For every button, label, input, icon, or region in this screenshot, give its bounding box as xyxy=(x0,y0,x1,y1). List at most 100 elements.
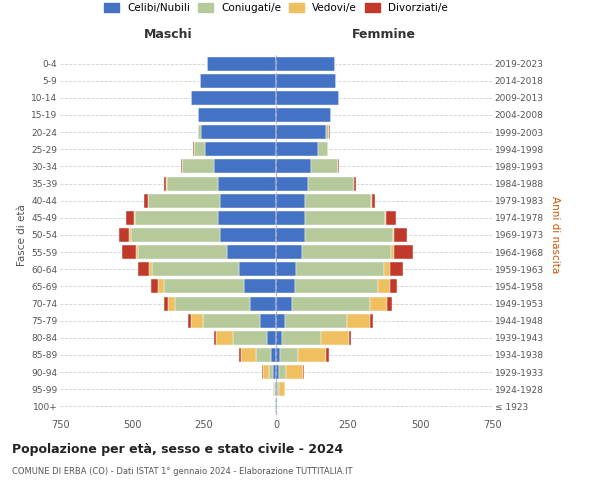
Bar xyxy=(275,382,276,396)
Bar xyxy=(122,245,136,259)
Bar xyxy=(167,176,218,190)
Text: Femmine: Femmine xyxy=(352,28,416,42)
Bar xyxy=(276,245,302,259)
Bar xyxy=(370,314,373,328)
Bar xyxy=(135,211,218,225)
Bar xyxy=(302,245,391,259)
Y-axis label: Fasce di età: Fasce di età xyxy=(17,204,27,266)
Bar xyxy=(194,142,205,156)
Bar xyxy=(200,74,276,88)
Bar xyxy=(318,142,328,156)
Bar xyxy=(241,348,256,362)
Bar xyxy=(182,160,214,173)
Bar xyxy=(276,108,331,122)
Bar xyxy=(371,194,375,207)
Bar xyxy=(384,262,390,276)
Bar xyxy=(276,176,308,190)
Bar xyxy=(276,74,337,88)
Bar xyxy=(276,365,279,379)
Bar xyxy=(227,245,276,259)
Bar xyxy=(347,314,370,328)
Bar xyxy=(164,280,244,293)
Bar xyxy=(326,348,329,362)
Bar xyxy=(214,160,276,173)
Bar xyxy=(296,262,384,276)
Bar xyxy=(349,331,351,345)
Bar xyxy=(138,245,227,259)
Bar xyxy=(218,211,276,225)
Bar xyxy=(321,331,349,345)
Bar xyxy=(181,160,182,173)
Bar xyxy=(305,211,385,225)
Bar xyxy=(370,296,387,310)
Bar xyxy=(286,365,304,379)
Bar xyxy=(326,125,329,139)
Bar xyxy=(269,365,273,379)
Bar xyxy=(191,314,203,328)
Bar xyxy=(279,382,284,396)
Bar xyxy=(295,280,378,293)
Bar xyxy=(274,382,275,396)
Bar xyxy=(276,314,284,328)
Bar xyxy=(385,211,386,225)
Bar xyxy=(394,245,413,259)
Bar xyxy=(276,262,296,276)
Bar xyxy=(276,280,295,293)
Bar xyxy=(220,228,276,242)
Bar xyxy=(378,280,390,293)
Bar xyxy=(188,314,191,328)
Bar xyxy=(276,194,305,207)
Bar xyxy=(131,228,220,242)
Bar xyxy=(168,296,175,310)
Bar xyxy=(280,348,298,362)
Bar xyxy=(268,331,276,345)
Bar xyxy=(260,314,276,328)
Bar xyxy=(277,382,279,396)
Bar xyxy=(233,331,268,345)
Bar xyxy=(164,176,166,190)
Bar xyxy=(239,262,276,276)
Bar xyxy=(391,245,394,259)
Bar xyxy=(276,211,305,225)
Bar xyxy=(276,228,305,242)
Bar xyxy=(386,211,397,225)
Bar xyxy=(149,262,152,276)
Bar xyxy=(276,160,311,173)
Bar xyxy=(263,365,269,379)
Y-axis label: Anni di nascita: Anni di nascita xyxy=(550,196,560,274)
Bar xyxy=(276,142,318,156)
Bar xyxy=(387,296,392,310)
Bar xyxy=(284,314,347,328)
Bar xyxy=(244,280,276,293)
Bar xyxy=(119,228,130,242)
Bar xyxy=(191,91,276,105)
Bar xyxy=(201,125,276,139)
Bar xyxy=(276,56,335,70)
Bar xyxy=(276,382,277,396)
Bar xyxy=(215,331,233,345)
Bar xyxy=(144,194,148,207)
Bar xyxy=(276,296,292,310)
Bar xyxy=(298,348,326,362)
Bar xyxy=(239,348,241,362)
Bar xyxy=(164,296,168,310)
Bar xyxy=(175,296,250,310)
Bar xyxy=(130,228,131,242)
Bar xyxy=(354,176,356,190)
Bar xyxy=(207,56,276,70)
Bar xyxy=(283,331,321,345)
Bar xyxy=(203,314,260,328)
Bar xyxy=(125,211,134,225)
Bar xyxy=(390,280,397,293)
Bar xyxy=(220,194,276,207)
Bar xyxy=(276,91,340,105)
Bar xyxy=(152,262,239,276)
Bar xyxy=(256,348,271,362)
Bar xyxy=(148,194,220,207)
Bar xyxy=(198,108,276,122)
Bar xyxy=(276,331,283,345)
Bar xyxy=(218,176,276,190)
Text: Maschi: Maschi xyxy=(143,28,193,42)
Bar xyxy=(271,348,276,362)
Bar xyxy=(205,142,276,156)
